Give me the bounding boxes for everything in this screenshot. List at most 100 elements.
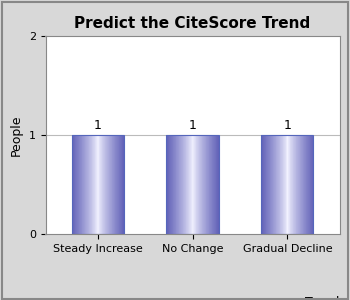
Bar	[97, 135, 98, 234]
Bar	[186, 135, 187, 234]
Bar	[276, 135, 277, 234]
Bar	[89, 135, 90, 234]
Bar	[174, 135, 175, 234]
Bar	[310, 135, 311, 234]
Bar	[277, 135, 278, 234]
Bar	[201, 135, 202, 234]
Bar	[99, 135, 100, 234]
Bar	[295, 135, 296, 234]
Bar	[204, 135, 205, 234]
Bar	[286, 135, 287, 234]
Bar	[205, 135, 206, 234]
Bar	[285, 135, 286, 234]
Bar	[109, 135, 110, 234]
Bar	[116, 135, 117, 234]
Bar	[173, 135, 174, 234]
Bar	[96, 135, 97, 234]
Bar	[189, 135, 190, 234]
Bar	[215, 135, 216, 234]
Bar	[107, 135, 108, 234]
Bar	[119, 135, 120, 234]
Bar	[84, 135, 85, 234]
Bar	[81, 135, 82, 234]
Bar	[188, 135, 189, 234]
Bar	[203, 135, 204, 234]
Bar	[274, 135, 275, 234]
Bar	[100, 135, 101, 234]
Bar	[288, 135, 289, 234]
Y-axis label: People: People	[10, 114, 23, 156]
Bar	[78, 135, 79, 234]
Bar	[85, 135, 86, 234]
Bar	[82, 135, 83, 234]
Bar	[182, 135, 183, 234]
Bar	[121, 135, 122, 234]
Bar	[265, 135, 266, 234]
Bar	[176, 135, 177, 234]
Bar	[106, 135, 107, 234]
Bar	[280, 135, 281, 234]
Bar	[167, 135, 168, 234]
Bar	[172, 135, 173, 234]
Bar	[217, 135, 218, 234]
Bar	[276, 135, 277, 234]
Bar	[206, 135, 207, 234]
Bar	[114, 135, 115, 234]
Bar	[308, 135, 309, 234]
Bar	[306, 135, 307, 234]
Bar	[291, 135, 292, 234]
Bar	[296, 135, 297, 234]
Bar	[272, 135, 273, 234]
Bar	[169, 135, 170, 234]
Bar	[284, 135, 285, 234]
Text: 1: 1	[94, 119, 102, 132]
Bar	[171, 135, 172, 234]
Bar	[300, 135, 301, 234]
Bar	[80, 135, 81, 234]
Bar	[102, 135, 103, 234]
Bar	[301, 135, 302, 234]
Bar	[307, 135, 308, 234]
Bar	[263, 135, 264, 234]
Bar	[261, 135, 262, 234]
Bar	[118, 135, 119, 234]
Bar	[304, 135, 305, 234]
Bar	[105, 135, 106, 234]
Bar	[211, 135, 212, 234]
Bar	[305, 135, 306, 234]
Bar	[175, 135, 176, 234]
Bar	[108, 135, 109, 234]
Bar	[209, 135, 210, 234]
Bar	[77, 135, 78, 234]
Bar	[198, 135, 199, 234]
Bar	[311, 135, 312, 234]
Bar	[202, 135, 203, 234]
Bar	[92, 135, 93, 234]
Bar	[264, 135, 265, 234]
Bar	[218, 135, 219, 234]
Bar	[197, 135, 198, 234]
Bar	[207, 135, 208, 234]
Bar	[120, 135, 121, 234]
Bar	[278, 135, 279, 234]
Bar	[110, 135, 111, 234]
Bar	[294, 135, 295, 234]
Bar	[283, 135, 284, 234]
Bar	[79, 135, 80, 234]
Bar	[91, 135, 92, 234]
Text: 1: 1	[189, 119, 196, 132]
Bar	[200, 135, 201, 234]
Bar	[168, 135, 169, 234]
Bar	[270, 135, 271, 234]
Bar	[95, 135, 96, 234]
Bar	[287, 135, 288, 234]
Bar	[103, 135, 104, 234]
Bar	[187, 135, 188, 234]
Bar	[123, 135, 124, 234]
Bar	[112, 135, 113, 234]
Bar	[298, 135, 299, 234]
Bar	[115, 135, 116, 234]
Bar	[183, 135, 184, 234]
Bar	[212, 135, 213, 234]
Bar	[178, 135, 179, 234]
